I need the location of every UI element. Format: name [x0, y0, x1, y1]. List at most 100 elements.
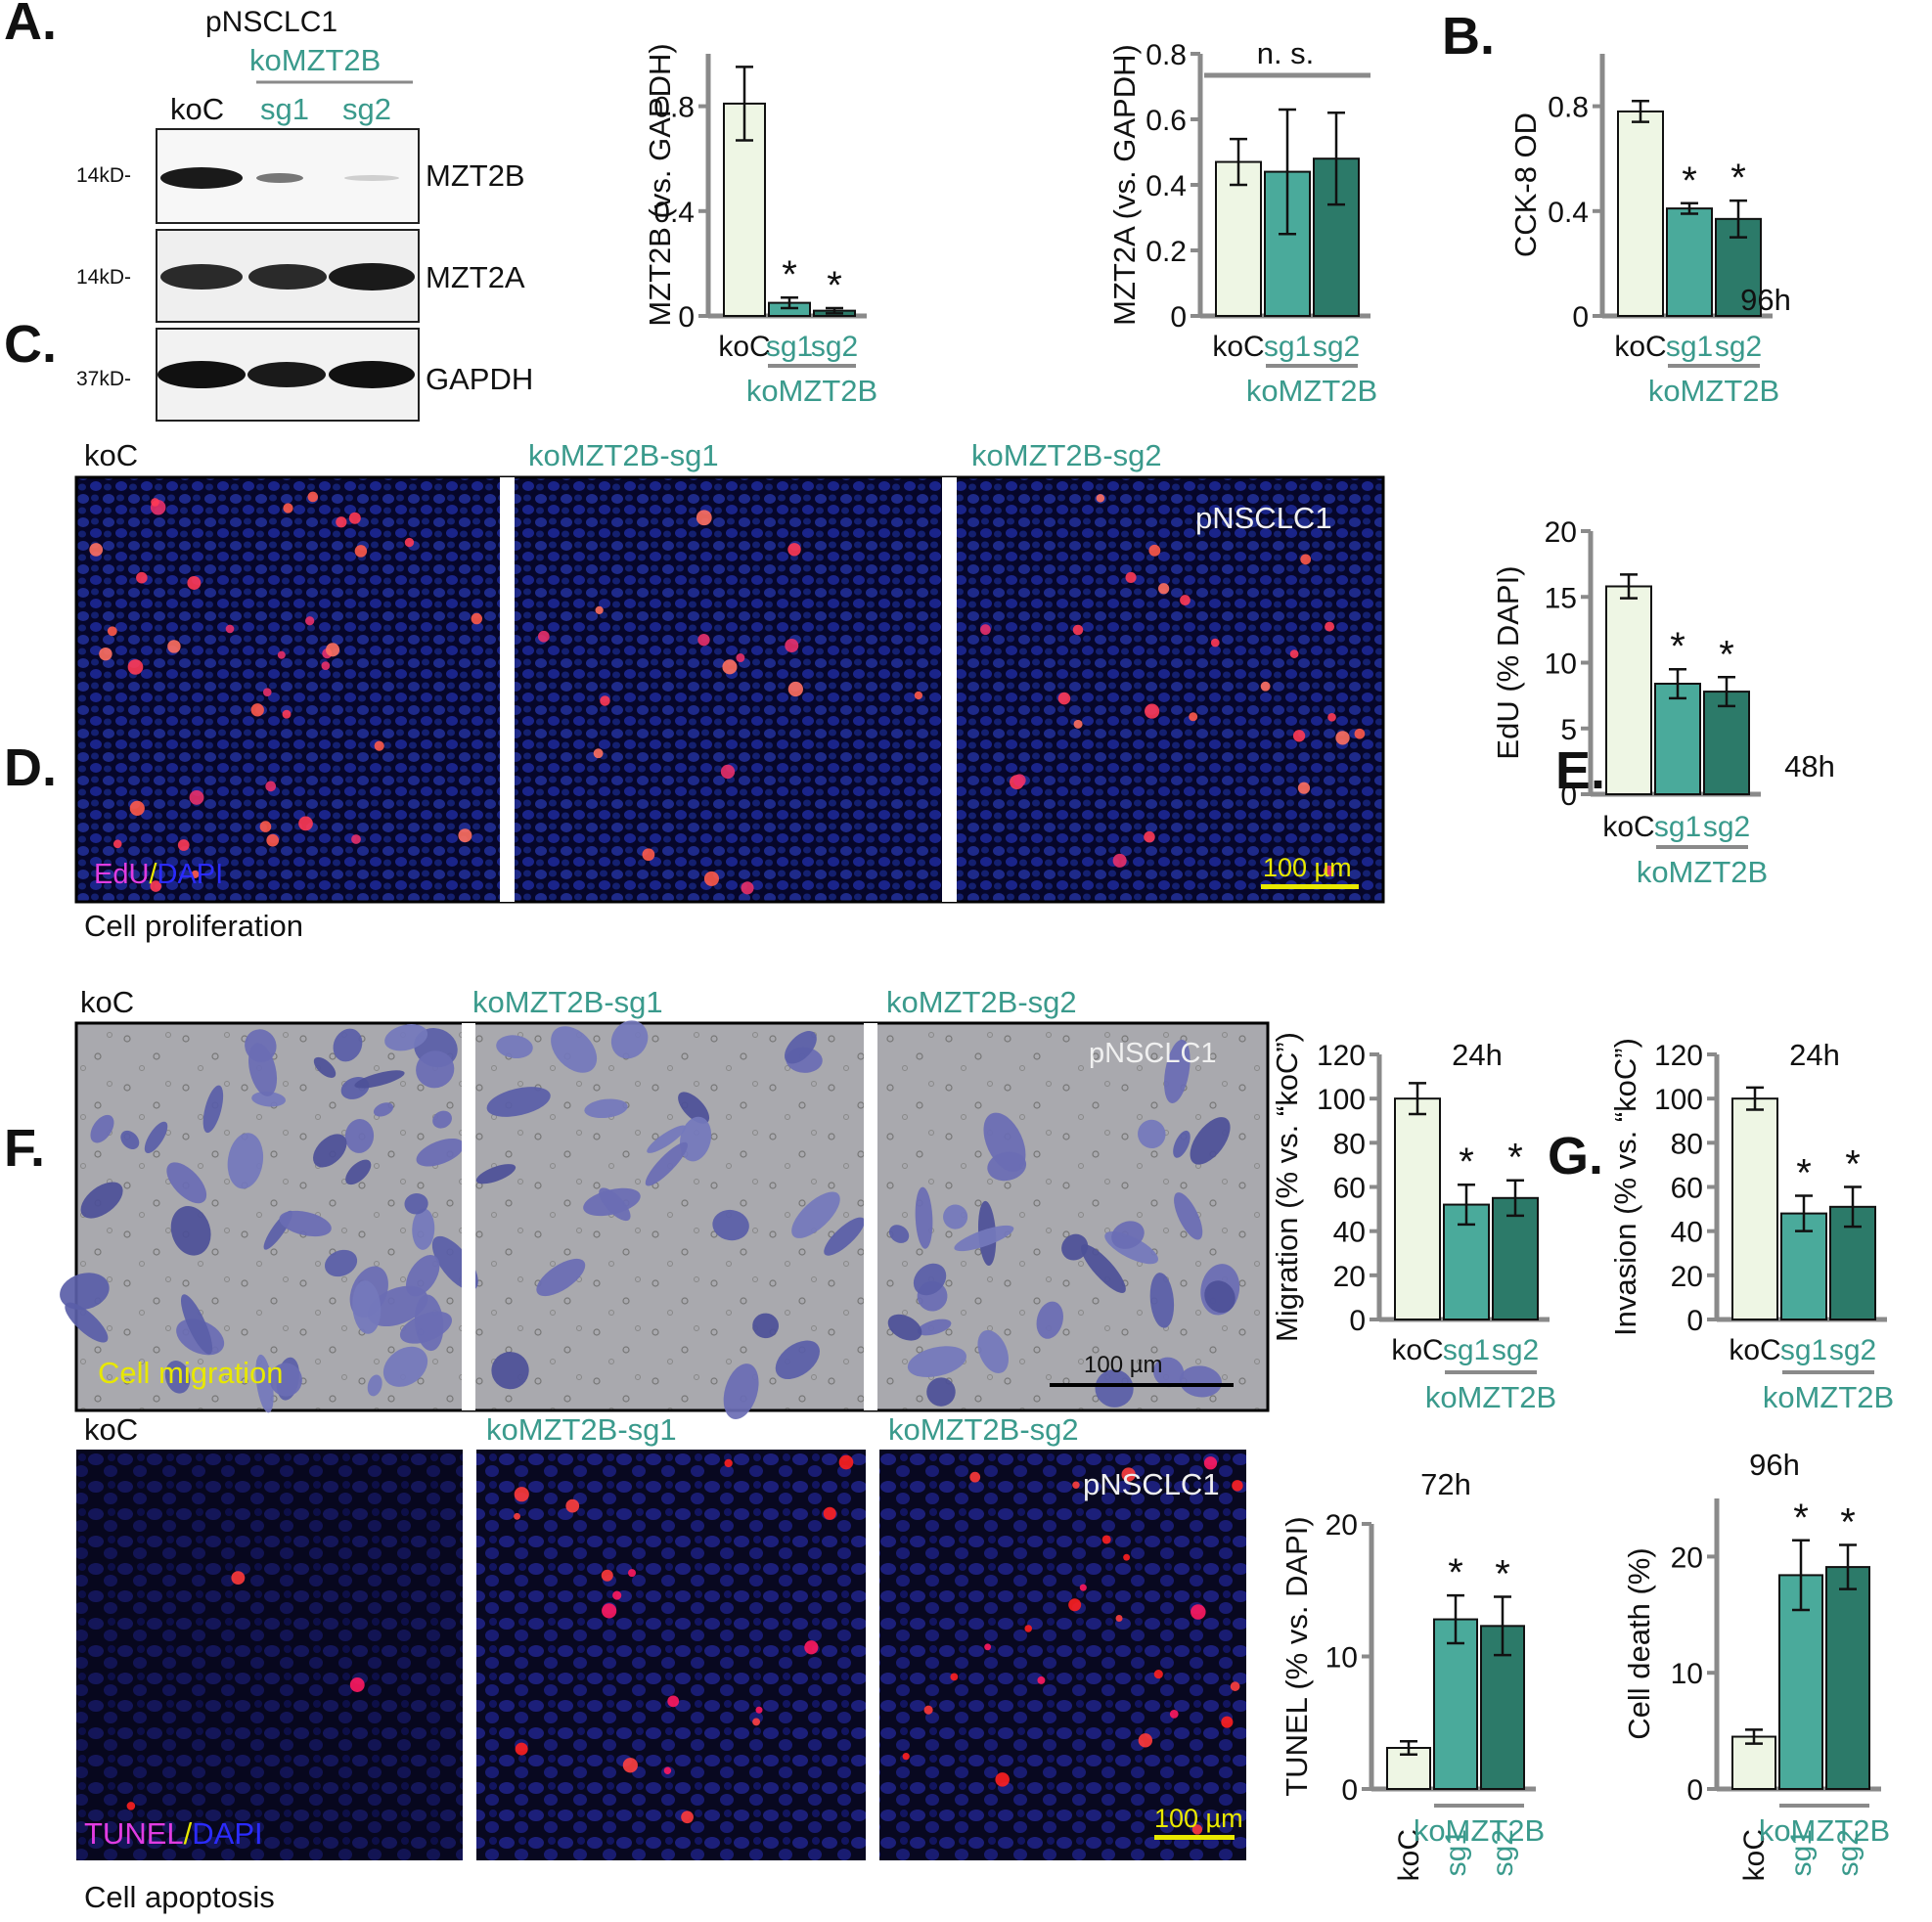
c-scale-bar	[1261, 884, 1359, 889]
band-gapdh-sg2	[329, 361, 415, 388]
edu-positive-nucleus	[703, 871, 719, 886]
tunel-positive-nucleus	[667, 1695, 680, 1708]
y-tick-label: 15	[1545, 582, 1577, 614]
migrated-cell	[824, 1217, 865, 1256]
tunel-positive-nucleus	[1221, 1716, 1234, 1728]
x-tick-label: sg2	[1313, 331, 1360, 363]
x-tick-label: sg1	[766, 331, 813, 363]
bar-sg2	[1703, 691, 1750, 796]
edu-positive-nucleus	[307, 491, 319, 503]
tunel-positive-nucleus	[1153, 1670, 1163, 1679]
edu-positive-nucleus	[696, 510, 712, 526]
y-tick-label: 40	[1333, 1217, 1366, 1249]
y-tick-label: 20	[1671, 1542, 1703, 1574]
migrated-cell	[404, 1192, 428, 1215]
band-mzt2a-koC	[160, 264, 243, 290]
migrated-cell	[712, 1209, 749, 1241]
tunel-positive-nucleus	[349, 1677, 365, 1692]
tunel-positive-nucleus	[1169, 1709, 1179, 1719]
timepoint-label: 24h	[1789, 1038, 1840, 1072]
significance-star: *	[1845, 1143, 1861, 1186]
panel-label-C: C.	[4, 315, 57, 374]
chart-E: 0 20 40 60 80 100 120 Invasion (% vs. “koC”) koC…	[1608, 1038, 1894, 1414]
tunel-positive-nucleus	[663, 1766, 672, 1774]
migrated-cell	[1152, 1357, 1185, 1388]
migrated-cell	[983, 1112, 1026, 1173]
tunel-positive-nucleus	[515, 1742, 528, 1756]
x-tick-label: koC	[1393, 1829, 1425, 1881]
c-cond-label-koC: koC	[84, 438, 138, 472]
significance-star: *	[1793, 1497, 1809, 1540]
tunel-positive-nucleus	[602, 1603, 617, 1619]
edu-positive-nucleus	[262, 688, 272, 696]
migrated-cell	[344, 1119, 375, 1153]
edu-positive-nucleus	[1145, 703, 1160, 719]
edu-positive-nucleus	[458, 828, 472, 843]
significance-star: *	[1730, 156, 1746, 200]
migrated-cell	[913, 1263, 947, 1296]
bar-koC	[1731, 1735, 1776, 1791]
edu-positive-nucleus	[348, 512, 361, 524]
y-tick-label: 0	[678, 301, 695, 334]
c-scale-label: 100 µm	[1263, 853, 1352, 882]
y-tick-label: 20	[1325, 1509, 1358, 1542]
x-tick-label: koC	[1391, 1334, 1443, 1366]
band-mzt2b-koC	[160, 167, 243, 189]
tunel-positive-nucleus	[923, 1705, 933, 1715]
group-label: koMZT2B	[1759, 1813, 1890, 1848]
edu-positive-nucleus	[99, 647, 112, 661]
tunel-positive-nucleus	[1068, 1598, 1082, 1612]
migrated-cell	[491, 1352, 529, 1390]
edu-positive-nucleus	[1297, 782, 1311, 794]
x-tick-label: koC	[1729, 1334, 1780, 1366]
tunel-positive-nucleus	[622, 1758, 638, 1773]
c-divider-2	[942, 477, 957, 902]
edu-positive-nucleus	[321, 661, 331, 670]
edu-positive-nucleus	[1112, 853, 1127, 868]
f-scale-label: 100 µm	[1154, 1804, 1243, 1833]
protein-row2: MZT2A	[426, 260, 525, 294]
y-tick-label: 0.8	[1146, 39, 1187, 71]
d-scale-bar	[1050, 1383, 1234, 1387]
migrated-cell	[367, 1374, 382, 1397]
f-image-frame	[76, 1450, 1246, 1860]
marker-row1: 14kD-	[76, 164, 131, 187]
x-tick-label: sg2	[1492, 1334, 1539, 1366]
panel-label-B: B.	[1442, 7, 1495, 66]
migrated-cell	[784, 1031, 817, 1064]
migrated-cell	[352, 1280, 382, 1334]
band-gapdh-sg1	[247, 362, 326, 387]
tunel-positive-nucleus	[995, 1772, 1010, 1787]
y-tick-label: 100	[1654, 1084, 1703, 1116]
timepoint-label: 24h	[1452, 1038, 1503, 1072]
migrated-cell	[645, 1141, 688, 1186]
tunel-positive-nucleus	[231, 1571, 246, 1586]
y-tick-label: 60	[1671, 1173, 1703, 1205]
migrated-cell	[313, 1056, 337, 1078]
edu-positive-nucleus	[1144, 830, 1155, 843]
band-mzt2b-sg2	[344, 175, 399, 181]
bar-sg1	[1666, 207, 1713, 317]
edu-positive-nucleus	[785, 639, 799, 653]
migrated-cell	[144, 1121, 168, 1154]
y-tick-label: 20	[1671, 1261, 1703, 1293]
y-axis-label: Invasion (% vs. “koC”)	[1608, 1038, 1642, 1336]
edu-positive-nucleus	[980, 624, 991, 636]
edu-positive-nucleus	[250, 703, 264, 717]
tunel-positive-nucleus	[823, 1506, 836, 1520]
migrated-cell	[610, 1020, 649, 1059]
y-axis-label: TUNEL (% vs. DAPI)	[1280, 1516, 1314, 1797]
x-tick-label: sg2	[1832, 1829, 1865, 1876]
panel-labels: A. B. C. D. E. F. G.	[4, 0, 1605, 1185]
y-tick-label: 100	[1317, 1084, 1366, 1116]
edu-positive-nucleus	[305, 616, 315, 626]
tunel-positive-nucleus	[1232, 1480, 1243, 1492]
migrated-cell	[1204, 1280, 1236, 1314]
bar-koC	[1731, 1097, 1778, 1320]
significance-star: *	[1448, 1551, 1463, 1594]
y-tick-label: 0.4	[653, 197, 695, 229]
migrated-cell	[416, 1139, 465, 1167]
migrated-cell	[90, 1114, 114, 1143]
d-divider-2	[864, 1023, 877, 1410]
